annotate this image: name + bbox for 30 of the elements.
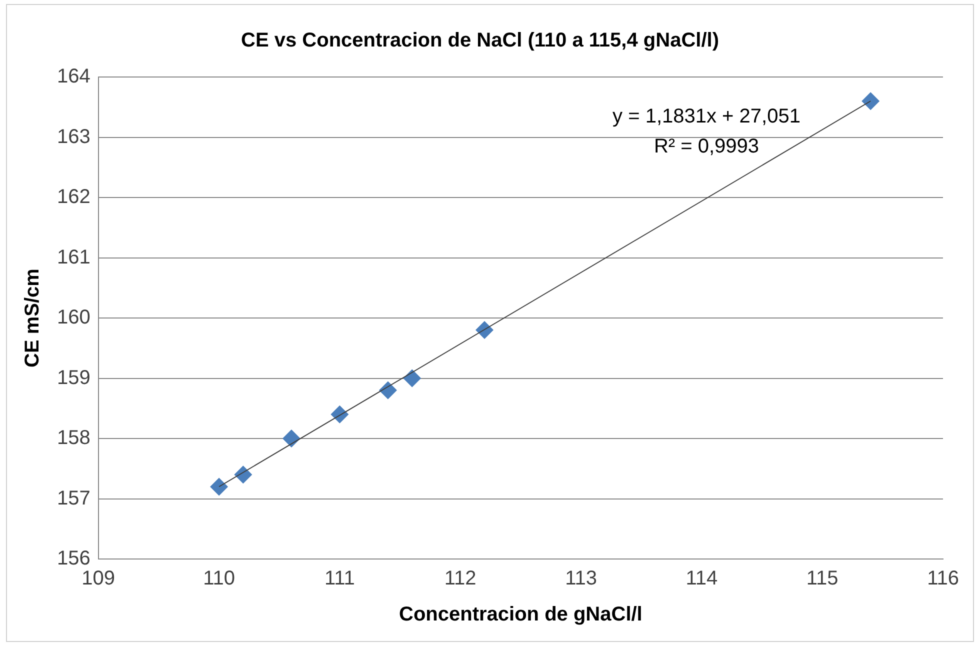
x-tick-label: 112 bbox=[444, 568, 476, 590]
annotation: y = 1,1831x + 27,051 bbox=[612, 106, 800, 128]
y-tick-label: 160 bbox=[56, 306, 90, 329]
y-axis-title: CE mS/cm bbox=[22, 268, 44, 368]
point bbox=[282, 430, 300, 448]
point bbox=[234, 466, 252, 484]
y-tick-label: 158 bbox=[56, 427, 90, 450]
annotation: R² = 0,9993 bbox=[654, 136, 760, 158]
y-tick-label: 164 bbox=[56, 66, 90, 88]
x-tick-label: 116 bbox=[927, 568, 959, 590]
y-tick-label: 157 bbox=[56, 487, 90, 510]
x-tick-label: 110 bbox=[203, 568, 235, 590]
x-tick-label: 111 bbox=[324, 568, 355, 590]
point bbox=[862, 92, 880, 110]
x-tick-label: 114 bbox=[686, 568, 718, 590]
y-tick-label: 161 bbox=[56, 246, 90, 268]
y-tick-label: 162 bbox=[56, 186, 90, 208]
y-tick-label: 159 bbox=[56, 366, 90, 389]
x-tick-label: 115 bbox=[806, 568, 838, 590]
point bbox=[403, 369, 422, 388]
point bbox=[378, 381, 397, 400]
x-axis-title: Concentracion de gNaCl/l bbox=[398, 604, 642, 626]
point bbox=[210, 478, 228, 496]
point bbox=[475, 321, 494, 340]
y-tick-label: 156 bbox=[56, 548, 90, 570]
y-tick-label: 163 bbox=[56, 126, 90, 148]
chart-title: CE vs Concentracion de NaCl (110 a 115,4 gNaCl/l) bbox=[241, 30, 719, 52]
x-tick-label: 109 bbox=[82, 568, 116, 590]
point bbox=[330, 405, 349, 424]
x-tick-label: 113 bbox=[565, 568, 597, 590]
